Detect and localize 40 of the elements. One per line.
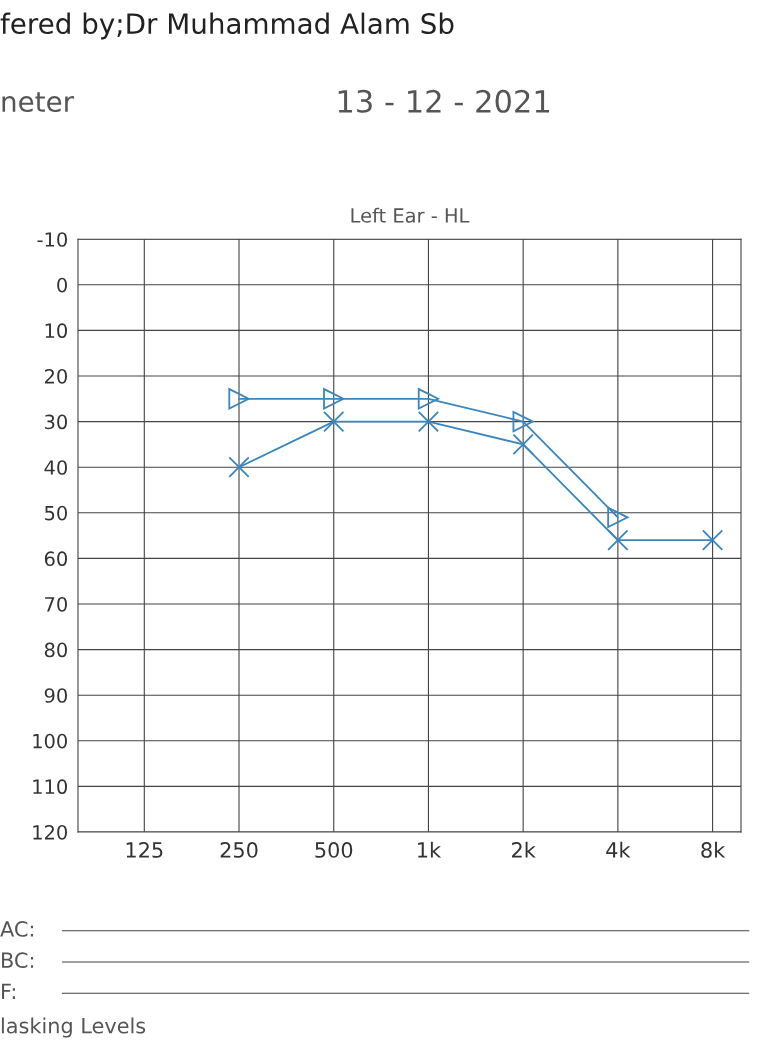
point: [607, 506, 629, 528]
y-tick-label: 20: [44, 368, 67, 384]
text: neter: [2, 92, 75, 113]
y-tick-label: 90: [44, 688, 67, 703]
y-tick-label: 70: [45, 596, 67, 612]
point: [512, 433, 534, 456]
x-tick-label: 500: [315, 842, 353, 858]
text: BC:: [2, 952, 34, 969]
y-tick-label: 50: [45, 505, 67, 521]
y-tick-label: 60: [44, 551, 67, 567]
y-tick-label: -10: [37, 232, 67, 247]
point: [512, 410, 534, 433]
y-tick-label: 30: [45, 414, 67, 430]
text: fered by;Dr Muhammad Alam Sb: [0, 12, 454, 40]
point: [607, 529, 629, 551]
x-tick-label: 250: [220, 842, 258, 858]
y-tick-label: 0: [57, 277, 67, 293]
x-tick-label: 8k: [701, 841, 726, 858]
x-tick-label: 2k: [512, 841, 536, 858]
point: [323, 410, 345, 433]
text: AC:: [0, 921, 34, 937]
point: [701, 529, 724, 551]
point: [323, 388, 345, 410]
x-tick-label: 4k: [606, 841, 631, 858]
x-tick-label: 125: [126, 842, 163, 858]
y-tick-label: 100: [33, 733, 67, 749]
text: 13 - 12 - 2021: [338, 89, 549, 113]
text: F:: [2, 983, 15, 999]
chart-title: Left Ear - HL: [351, 207, 470, 223]
point: [228, 388, 250, 410]
x-tick-label: 1k: [418, 841, 442, 858]
point: [228, 456, 250, 478]
point: [417, 388, 440, 410]
y-tick-label: 40: [44, 460, 67, 475]
y-tick-label: 120: [33, 824, 67, 840]
y-tick-label: 80: [44, 642, 67, 658]
y-tick-label: 110: [33, 779, 67, 795]
y-tick-label: 10: [45, 323, 67, 339]
text: lasking Levels: [1, 1017, 146, 1038]
point: [417, 410, 440, 433]
